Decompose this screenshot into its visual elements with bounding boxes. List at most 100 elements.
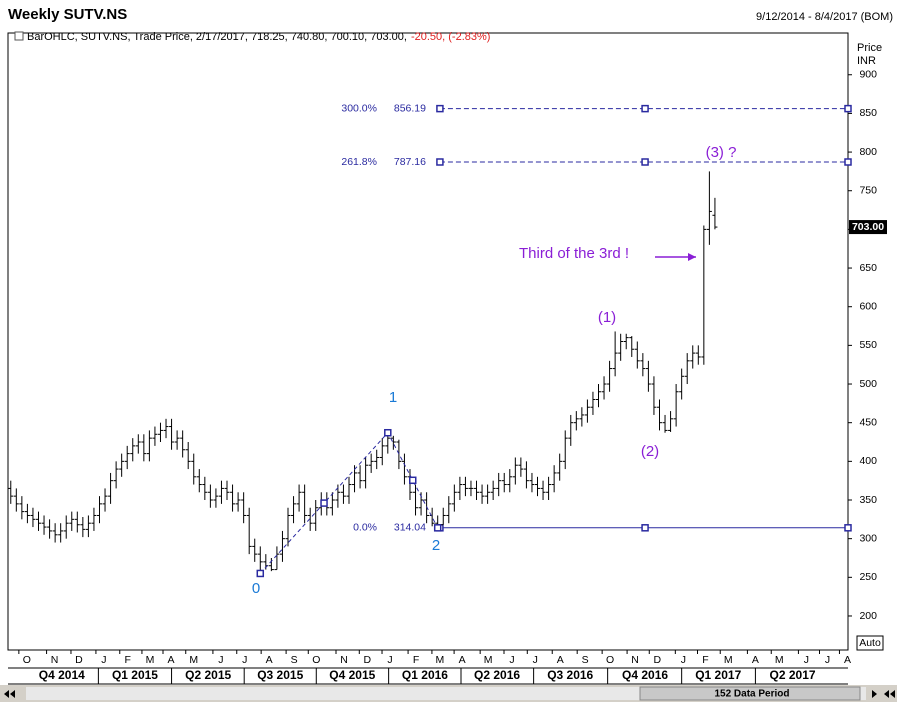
handle bbox=[844, 524, 852, 532]
fib-value: 314.04 bbox=[394, 522, 426, 534]
x-tick-label: A bbox=[752, 654, 759, 666]
handle bbox=[384, 428, 392, 437]
auto-button-label[interactable]: Auto bbox=[859, 637, 881, 649]
x-tick-label: D bbox=[363, 654, 371, 666]
x-tick-label: J bbox=[101, 654, 106, 666]
scroll-left[interactable] bbox=[4, 690, 15, 698]
x-tick-label: O bbox=[23, 654, 31, 666]
y-axis-label: Price bbox=[857, 42, 882, 54]
last-price-label: 703.00 bbox=[852, 221, 884, 233]
x-tick-label: F bbox=[125, 654, 131, 666]
y-tick-label: 350 bbox=[859, 494, 877, 506]
last-price-tag bbox=[849, 220, 887, 235]
fib-ratio: 0.0% bbox=[353, 522, 377, 534]
wave-label: (2) bbox=[641, 443, 659, 460]
wave-label: (1) bbox=[598, 309, 616, 326]
handle bbox=[641, 158, 649, 166]
wave-label: 0 bbox=[252, 580, 260, 597]
x-tick-label: A bbox=[557, 654, 564, 666]
x-tick-label: S bbox=[582, 654, 589, 666]
quarter-label: Q4 2016 bbox=[622, 668, 668, 682]
x-tick-label: J bbox=[681, 654, 686, 666]
fib-value: 787.16 bbox=[394, 156, 426, 168]
fib-ratio: 300.0% bbox=[341, 102, 377, 114]
wave-label: 2 bbox=[432, 537, 440, 554]
x-tick-label: M bbox=[775, 654, 784, 666]
handle bbox=[641, 524, 649, 532]
x-tick-label: J bbox=[387, 654, 392, 666]
fib-ratio: 261.8% bbox=[341, 156, 377, 168]
handle bbox=[433, 524, 442, 532]
y-tick-label: 250 bbox=[859, 571, 877, 583]
quarter-label: Q2 2017 bbox=[770, 668, 816, 682]
x-tick-label: O bbox=[606, 654, 614, 666]
x-tick-label: J bbox=[242, 654, 247, 666]
x-tick-label: N bbox=[340, 654, 348, 666]
y-tick-label: 650 bbox=[859, 262, 877, 274]
y-tick-label: 550 bbox=[859, 339, 877, 351]
x-tick-label: D bbox=[75, 654, 83, 666]
annotation: Third of the 3rd ! bbox=[519, 245, 629, 262]
period-label: 152 Data Period bbox=[714, 689, 789, 700]
scroll-thumb[interactable] bbox=[639, 686, 861, 701]
x-tick-label: J bbox=[533, 654, 538, 666]
handle bbox=[256, 569, 265, 578]
chart-title: Weekly SUTV.NS bbox=[8, 6, 127, 23]
x-tick-label: A bbox=[168, 654, 175, 666]
x-tick-label: J bbox=[825, 654, 830, 666]
y-tick-label: 400 bbox=[859, 455, 877, 467]
quarter-label: Q2 2016 bbox=[474, 668, 520, 682]
x-tick-label: A bbox=[844, 654, 851, 666]
scroll-right[interactable] bbox=[872, 690, 877, 698]
x-tick-label: N bbox=[631, 654, 639, 666]
handle bbox=[641, 104, 649, 113]
quarter-label: Q1 2015 bbox=[112, 668, 158, 682]
handle bbox=[844, 158, 852, 166]
legend-change: -20.50, (-2.83%) bbox=[411, 31, 490, 43]
quarter-label: Q4 2015 bbox=[329, 668, 375, 682]
x-tick-label: M bbox=[724, 654, 733, 666]
annotation-arrowhead bbox=[688, 253, 696, 261]
quarter-label: Q2 2015 bbox=[185, 668, 231, 682]
x-tick-label: A bbox=[459, 654, 466, 666]
x-tick-label: M bbox=[436, 654, 445, 666]
handle bbox=[320, 499, 328, 507]
x-tick-label: J bbox=[218, 654, 223, 666]
quarter-label: Q3 2015 bbox=[257, 668, 303, 682]
x-tick-label: D bbox=[653, 654, 661, 666]
y-tick-label: 600 bbox=[859, 300, 877, 312]
plot-frame bbox=[7, 32, 849, 651]
x-tick-label: A bbox=[266, 654, 273, 666]
y-tick-label: 300 bbox=[859, 532, 877, 544]
x-tick-label: J bbox=[509, 654, 514, 666]
x-tick-label: M bbox=[484, 654, 493, 666]
y-tick-label: 750 bbox=[859, 185, 877, 197]
scroll-end[interactable] bbox=[884, 690, 895, 698]
quarter-label: Q3 2016 bbox=[547, 668, 593, 682]
y-tick-label: 500 bbox=[859, 378, 877, 390]
x-tick-label: J bbox=[804, 654, 809, 666]
y-tick-label: 900 bbox=[859, 69, 877, 81]
x-tick-label: M bbox=[189, 654, 198, 666]
auto-button[interactable] bbox=[856, 635, 884, 651]
x-tick-label: O bbox=[312, 654, 320, 666]
legend-icon bbox=[14, 31, 24, 41]
quarter-label: Q4 2014 bbox=[39, 668, 85, 682]
wave-label: (3) ? bbox=[706, 144, 737, 161]
handle bbox=[436, 158, 444, 166]
legend-text: BarOHLC, SUTV.NS, Trade Price, 2/17/2017… bbox=[27, 31, 407, 43]
fib-value: 856.19 bbox=[394, 102, 426, 114]
date-range: 9/12/2014 - 8/4/2017 (BOM) bbox=[756, 11, 893, 23]
x-tick-label: S bbox=[291, 654, 298, 666]
handle bbox=[409, 476, 417, 485]
quarter-label: Q1 2016 bbox=[402, 668, 448, 682]
x-tick-label: N bbox=[51, 654, 59, 666]
y-tick-label: 850 bbox=[859, 107, 877, 119]
y-tick-label: 800 bbox=[859, 146, 877, 158]
quarter-label: Q1 2017 bbox=[695, 668, 741, 682]
x-tick-label: F bbox=[413, 654, 419, 666]
handle bbox=[436, 104, 444, 113]
